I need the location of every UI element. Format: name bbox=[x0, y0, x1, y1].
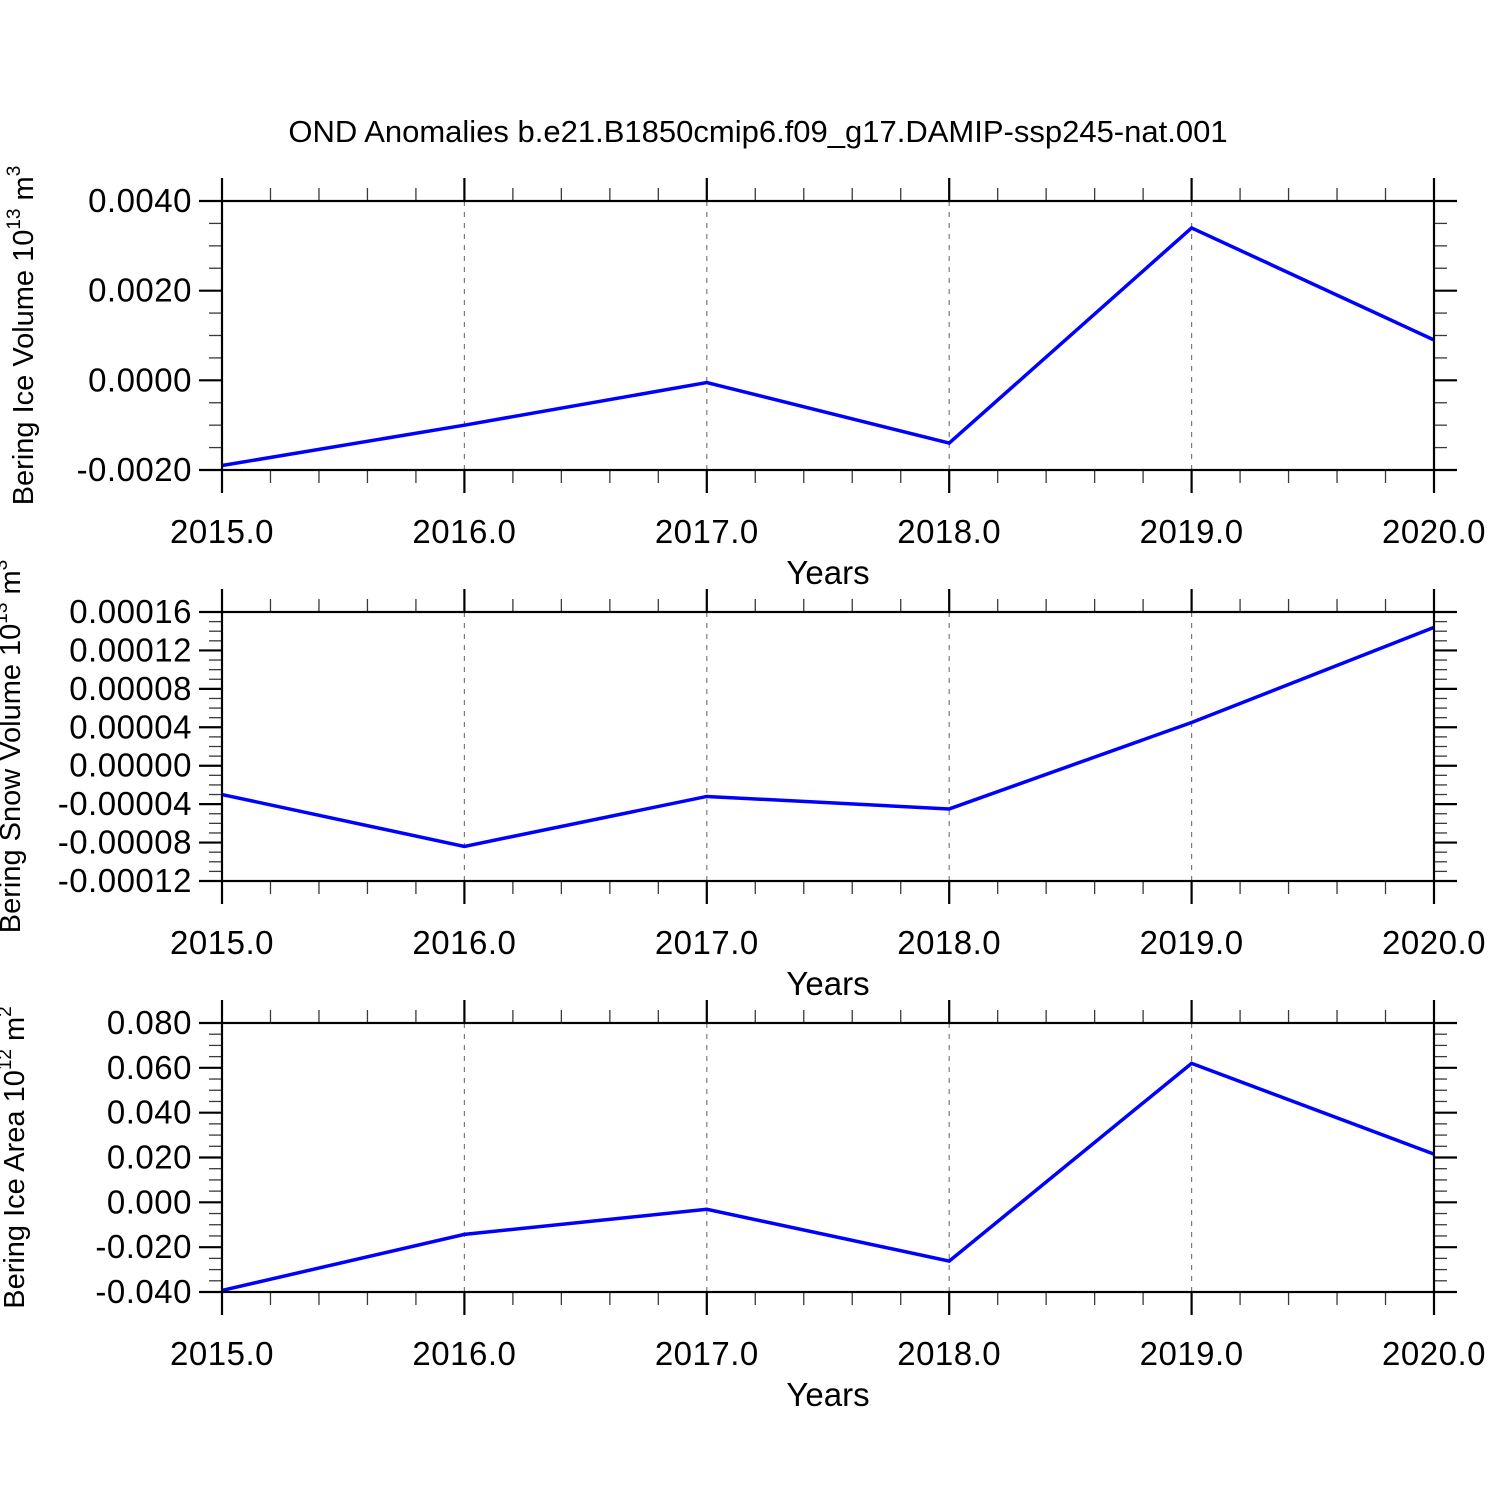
y-tick-label: -0.00004 bbox=[58, 785, 192, 822]
y-tick-label: 0.020 bbox=[107, 1139, 192, 1176]
y-tick-label: -0.040 bbox=[95, 1273, 192, 1310]
y-tick-label: -0.020 bbox=[95, 1228, 192, 1265]
x-tick-label: 2018.0 bbox=[897, 1335, 1001, 1372]
x-tick-label: 2018.0 bbox=[897, 924, 1001, 961]
y-tick-label: 0.060 bbox=[107, 1049, 192, 1086]
plot-frame bbox=[220, 199, 1436, 472]
y-tick-label: -0.00012 bbox=[58, 862, 192, 899]
y-tick-label: 0.00004 bbox=[69, 708, 192, 745]
y-tick-label: 0.0020 bbox=[88, 272, 192, 309]
x-tick-label: 2016.0 bbox=[412, 924, 516, 961]
x-tick-label: 2017.0 bbox=[655, 1335, 759, 1372]
data-line bbox=[221, 225, 1435, 468]
x-tick-label: 2020.0 bbox=[1382, 513, 1486, 550]
y-axis-title: Bering Snow Volume 1013 m3 bbox=[0, 560, 27, 933]
x-tick-label: 2019.0 bbox=[1140, 1335, 1244, 1372]
y-tick-label: -0.0020 bbox=[77, 451, 192, 488]
x-tick-label: 2019.0 bbox=[1140, 924, 1244, 961]
x-tick-label: 2019.0 bbox=[1140, 513, 1244, 550]
y-tick-label: 0.00012 bbox=[69, 631, 192, 668]
x-tick-label: 2017.0 bbox=[655, 924, 759, 961]
x-axis-title: Years bbox=[786, 1376, 869, 1413]
x-tick-label: 2018.0 bbox=[897, 513, 1001, 550]
y-tick-label: -0.00008 bbox=[58, 824, 192, 861]
y-tick-label: 0.00000 bbox=[69, 747, 192, 784]
x-tick-label: 2020.0 bbox=[1382, 924, 1486, 961]
y-axis-title: Bering Ice Volume 1013 m3 bbox=[4, 166, 40, 506]
y-axis-title: Bering Ice Area 1012 m2 bbox=[0, 1006, 31, 1309]
x-tick-label: 2016.0 bbox=[412, 513, 516, 550]
x-tick-label: 2016.0 bbox=[412, 1335, 516, 1372]
y-tick-label: 0.080 bbox=[107, 1004, 192, 1041]
y-tick-label: 0.00008 bbox=[69, 670, 192, 707]
y-tick-label: 0.00016 bbox=[69, 593, 192, 630]
x-tick-label: 2020.0 bbox=[1382, 1335, 1486, 1372]
figure-title: OND Anomalies b.e21.B1850cmip6.f09_g17.D… bbox=[288, 114, 1228, 149]
x-axis-title: Years bbox=[786, 554, 869, 591]
y-tick-label: 0.040 bbox=[107, 1094, 192, 1131]
x-tick-label: 2015.0 bbox=[170, 513, 274, 550]
y-tick-label: 0.0040 bbox=[88, 182, 192, 219]
x-axis-title: Years bbox=[786, 965, 869, 1002]
plot-frame bbox=[220, 610, 1436, 883]
data-line bbox=[221, 625, 1435, 849]
data-line bbox=[221, 1061, 1435, 1293]
y-tick-label: 0.000 bbox=[107, 1183, 192, 1220]
y-tick-label: 0.0000 bbox=[88, 361, 192, 398]
x-tick-label: 2015.0 bbox=[170, 924, 274, 961]
x-tick-label: 2015.0 bbox=[170, 1335, 274, 1372]
plot-frame bbox=[220, 1021, 1436, 1294]
x-tick-label: 2017.0 bbox=[655, 513, 759, 550]
